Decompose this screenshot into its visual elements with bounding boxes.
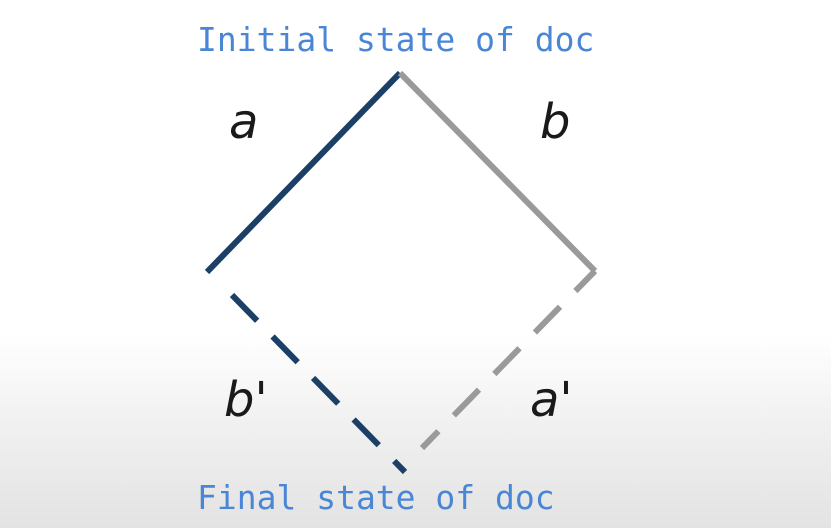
label-a-prime: a' bbox=[530, 372, 573, 428]
edge-a bbox=[204, 70, 403, 275]
label-a: a bbox=[229, 94, 258, 150]
initial-state-caption: Initial state of doc bbox=[197, 20, 595, 59]
label-b-prime: b' bbox=[224, 372, 268, 428]
label-b: b bbox=[540, 94, 570, 150]
edge-a-prime bbox=[419, 268, 598, 451]
edge-b-prime bbox=[229, 292, 408, 475]
edge-b bbox=[397, 70, 598, 274]
final-state-caption: Final state of doc bbox=[197, 478, 555, 517]
